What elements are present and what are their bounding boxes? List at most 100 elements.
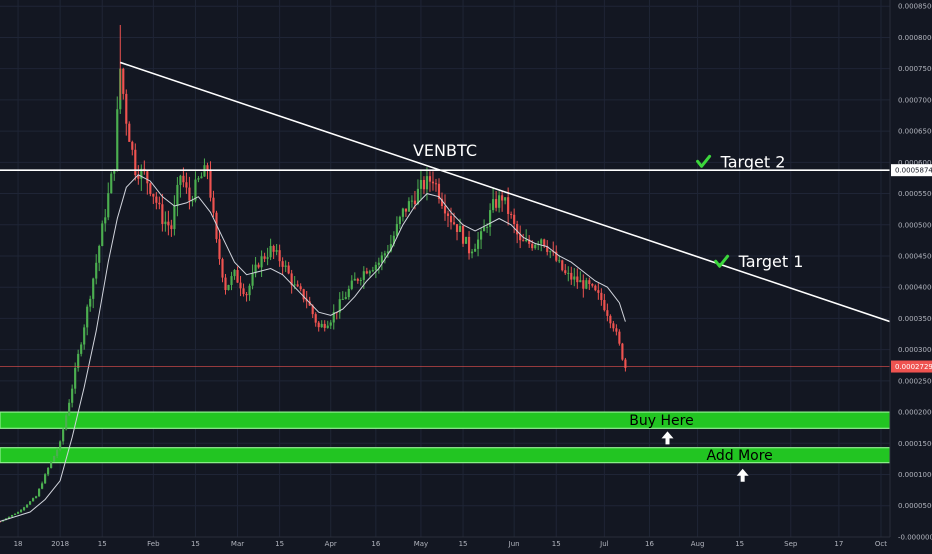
x-tick-label: Mar	[231, 540, 244, 548]
candle-body	[567, 272, 570, 274]
y-tick-layer: 0.00085000 0.00080000 0.00075000 0.00070000…	[898, 3, 932, 542]
x-tick-label: Jun	[508, 540, 520, 548]
candle-body	[452, 222, 456, 225]
candle-body	[10, 514, 14, 517]
x-tick-label: May	[414, 540, 428, 548]
candle-body	[179, 175, 182, 185]
candle-body	[561, 260, 564, 271]
candle-body	[507, 197, 510, 214]
y-tick-label: 0.00045000	[898, 252, 932, 260]
candle-body	[347, 288, 350, 298]
candle-body	[516, 224, 519, 235]
candle-body	[98, 245, 101, 263]
candle-body	[25, 504, 29, 508]
y-tick-label: 0.00070000	[898, 96, 932, 104]
candle-body	[455, 224, 459, 232]
candle-body	[501, 195, 504, 201]
y-tick-label: 0.00035000	[898, 315, 932, 323]
candle-body	[113, 169, 116, 174]
candle-body	[173, 205, 176, 230]
candle-body	[107, 193, 110, 218]
candle-body	[585, 280, 588, 289]
candle-body	[413, 200, 417, 205]
candle-body	[293, 284, 296, 286]
candle-body	[146, 171, 149, 184]
x-tick-label: Oct	[875, 540, 887, 548]
candle-body	[558, 260, 561, 262]
candle-body	[323, 323, 326, 328]
candle-body	[22, 507, 26, 510]
candle-body	[368, 271, 371, 274]
candle-body	[386, 251, 389, 254]
candle-body	[464, 236, 468, 244]
candle-body	[338, 299, 341, 313]
candle-body	[573, 276, 576, 280]
candle-body	[233, 270, 236, 277]
candle-body	[251, 273, 254, 286]
candle-body	[191, 200, 194, 202]
candle-body	[56, 449, 59, 456]
candle-body	[125, 93, 128, 124]
candle-body	[473, 248, 477, 252]
candle-layer	[0, 24, 627, 523]
x-tick-label: Apr	[325, 540, 337, 548]
candle-body	[422, 179, 426, 190]
buy-arrow-up-icon	[661, 431, 674, 445]
candle-body	[531, 243, 534, 249]
y-tick-label: 0.00015000	[898, 440, 932, 448]
candle-body	[582, 280, 585, 289]
candle-body	[416, 188, 420, 205]
candle-body	[41, 483, 44, 489]
candle-body	[236, 270, 239, 283]
y-tick-label: 0.00050000	[898, 221, 932, 229]
candle-body	[104, 217, 107, 224]
y-tick-label: 0.00065000	[898, 128, 932, 136]
candle-body	[224, 277, 227, 291]
candle-body	[83, 327, 86, 345]
price-label-layer: 0.00058745 0.00027297	[891, 164, 932, 373]
candle-body	[16, 511, 20, 514]
candle-body	[440, 198, 444, 207]
candle-body	[254, 264, 257, 274]
candle-body	[344, 297, 347, 299]
x-tick-label: 15	[552, 540, 561, 548]
candle-body	[534, 244, 537, 249]
candle-body	[206, 165, 209, 171]
candle-body	[600, 292, 603, 301]
candle-body	[522, 240, 525, 242]
y-tick-label: 0.00055000	[898, 190, 932, 198]
candle-body	[158, 202, 161, 205]
candle-body	[495, 199, 498, 208]
candle-body	[152, 193, 155, 197]
candle-body	[38, 488, 41, 497]
candle-body	[588, 280, 591, 285]
candle-body	[122, 68, 125, 94]
candle-body	[299, 286, 302, 290]
candle-body	[458, 225, 462, 232]
candle-body	[492, 199, 495, 211]
candle-body	[555, 251, 558, 261]
candle-body	[594, 285, 597, 291]
candle-body	[543, 239, 546, 247]
candle-body	[77, 353, 80, 369]
candle-body	[380, 255, 383, 263]
candle-body	[92, 278, 95, 299]
y-tick-label: 0.00075000	[898, 65, 932, 73]
candle-body	[546, 246, 549, 252]
candle-body	[269, 246, 272, 258]
candle-body	[356, 278, 359, 281]
candle-body	[425, 176, 429, 190]
x-tick-label: 15	[191, 540, 200, 548]
candle-body	[525, 239, 528, 242]
candle-body	[570, 272, 573, 280]
candle-body	[188, 187, 191, 201]
candle-body	[281, 261, 284, 267]
candle-body	[431, 181, 435, 184]
x-tick-layer: 18 2018 15 Feb 15 Mar 15 Apr 16 May 15 Jun 15 Jul 16 Au…	[14, 540, 888, 548]
target-1-check-icon	[714, 254, 730, 268]
candle-body	[383, 253, 386, 256]
candle-body	[221, 259, 224, 278]
level-price-label-bg	[891, 164, 932, 177]
candle-body	[443, 206, 447, 214]
